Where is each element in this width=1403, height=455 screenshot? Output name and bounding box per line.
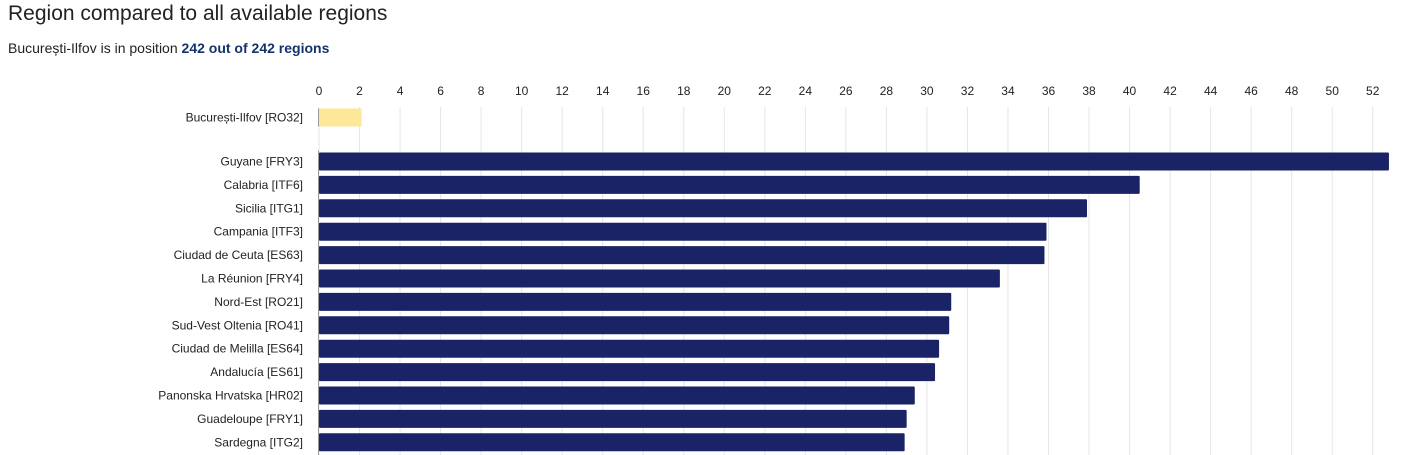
category-label: Sud-Vest Oltenia [RO41] — [172, 318, 303, 332]
chart-subtitle: București-Ilfov is in position 242 out o… — [8, 40, 329, 56]
category-label: Guadeloupe [FRY1] — [197, 412, 303, 426]
category-label: La Réunion [FRY4] — [201, 272, 303, 286]
category-label: Nord-Est [RO21] — [214, 295, 303, 309]
x-tick-label: 52 — [1366, 84, 1380, 98]
bar — [319, 199, 1088, 218]
x-tick-label: 40 — [1123, 84, 1137, 98]
x-tick-label: 42 — [1163, 84, 1177, 98]
x-tick-label: 28 — [880, 84, 894, 98]
highlight-bar — [319, 108, 362, 127]
x-tick-label: 10 — [515, 84, 529, 98]
x-tick-label: 26 — [839, 84, 853, 98]
x-tick-label: 20 — [718, 84, 732, 98]
x-tick-label: 4 — [397, 84, 404, 98]
category-label: Campania [ITF3] — [214, 225, 303, 239]
bar — [319, 269, 1000, 288]
x-tick-label: 38 — [1082, 84, 1096, 98]
subtitle-position: 242 out of 242 regions — [181, 40, 330, 56]
x-tick-label: 16 — [637, 84, 651, 98]
bar — [319, 222, 1047, 241]
x-tick-label: 0 — [316, 84, 323, 98]
x-tick-label: 22 — [758, 84, 772, 98]
bar — [319, 433, 905, 452]
bar — [319, 292, 952, 311]
x-tick-label: 30 — [920, 84, 934, 98]
x-tick-label: 36 — [1042, 84, 1056, 98]
category-label: Ciudad de Ceuta [ES63] — [174, 248, 303, 262]
category-label: Andalucía [ES61] — [210, 365, 303, 379]
x-tick-label: 34 — [1001, 84, 1015, 98]
bar — [319, 409, 907, 428]
x-tick-label: 12 — [555, 84, 569, 98]
category-label: Guyane [FRY3] — [221, 155, 304, 169]
x-tick-label: 32 — [961, 84, 975, 98]
x-tick-label: 50 — [1326, 84, 1340, 98]
category-label: Panonska Hrvatska [HR02] — [158, 389, 303, 403]
chart-title: Region compared to all available regions — [8, 2, 388, 25]
category-label: Sicilia [ITG1] — [235, 201, 303, 215]
highlight-label: București-Ilfov [RO32] — [186, 111, 303, 125]
x-tick-label: 6 — [437, 84, 444, 98]
x-tick-label: 18 — [677, 84, 691, 98]
x-tick-label: 2 — [356, 84, 363, 98]
x-tick-label: 24 — [799, 84, 813, 98]
bar — [319, 363, 936, 382]
bar — [319, 152, 1389, 171]
x-tick-label: 46 — [1244, 84, 1258, 98]
category-label: Sardegna [ITG2] — [214, 435, 303, 449]
bar — [319, 246, 1045, 265]
category-label: Calabria [ITF6] — [224, 178, 303, 192]
x-tick-label: 14 — [596, 84, 610, 98]
bar — [319, 339, 940, 358]
bar — [319, 316, 950, 335]
subtitle-text: București-Ilfov is in position — [8, 40, 182, 56]
category-label: Ciudad de Melilla [ES64] — [172, 342, 303, 356]
x-tick-label: 48 — [1285, 84, 1299, 98]
x-tick-label: 8 — [478, 84, 485, 98]
bar — [319, 175, 1140, 194]
x-tick-label: 44 — [1204, 84, 1218, 98]
bar — [319, 386, 915, 405]
